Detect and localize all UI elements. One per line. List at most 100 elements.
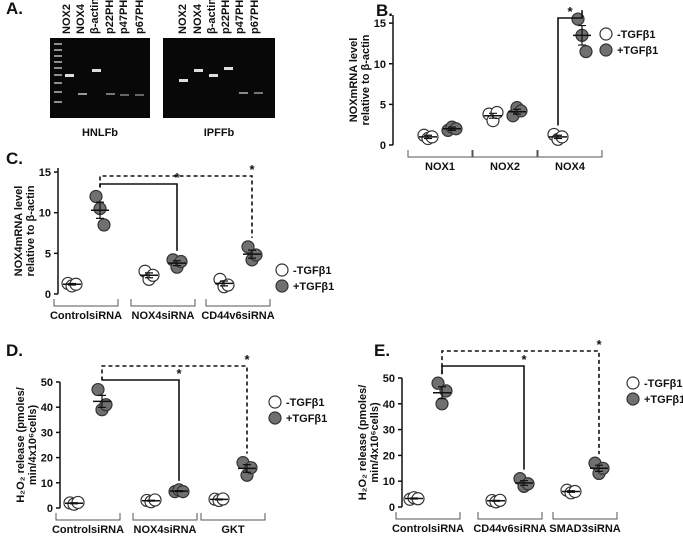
significance-label: * <box>176 366 182 381</box>
category-bracket <box>552 512 618 520</box>
legend-label: -TGFβ1 <box>286 397 325 409</box>
error-bar <box>567 490 575 493</box>
y-axis-label: relative to β-actin <box>360 34 372 125</box>
error-bar <box>438 386 446 400</box>
x-tick-label: SMAD3siRNA <box>549 523 621 535</box>
error-bar <box>520 480 528 486</box>
significance-bracket <box>99 175 253 238</box>
data-point <box>97 218 111 232</box>
y-axis-label: relative to β-actin <box>25 185 37 276</box>
y-tick-label: 15 <box>39 167 51 179</box>
lane-label: NOX4 <box>192 3 204 34</box>
error-bar <box>145 272 153 279</box>
error-bar <box>220 280 228 287</box>
y-tick-label: 30 <box>383 425 395 437</box>
y-tick-label: 0 <box>389 502 395 514</box>
error-bar <box>175 490 183 493</box>
category-bracket <box>132 513 198 521</box>
data-point <box>89 189 103 204</box>
error-bar <box>147 499 155 502</box>
gel-right <box>163 38 275 118</box>
x-tick-label: NOX4siRNA <box>134 524 197 536</box>
x-tick-label: CD44v6siRNA <box>201 310 274 322</box>
group-label: IPFFb <box>204 127 235 139</box>
significance-label: * <box>567 4 573 19</box>
lane-label: p47PHOX <box>234 0 246 34</box>
category-bracket <box>130 299 196 307</box>
error-bar <box>595 464 603 472</box>
x-tick-label: CD44v6siRNA <box>473 523 546 535</box>
category-bracket <box>472 150 538 158</box>
data-point <box>439 384 453 398</box>
x-tick-label: NOX2 <box>490 161 520 173</box>
error-bar <box>410 497 418 500</box>
legend-label: +TGFβ1 <box>644 394 683 406</box>
category-bracket <box>205 299 271 307</box>
category-bracket <box>407 150 473 158</box>
legend-swatch <box>599 43 613 57</box>
y-axis-label: NOXmRNA level <box>348 38 360 123</box>
y-axis-label: min/4x10⁶cells) <box>27 405 39 486</box>
y-tick-label: 40 <box>41 402 53 414</box>
lane-label: p22PHOX <box>220 0 232 34</box>
y-tick-label: 10 <box>39 208 51 220</box>
lane-label: p67PHOX <box>249 0 261 34</box>
significance-label: * <box>174 170 180 185</box>
data-point <box>174 254 188 269</box>
y-axis-label: NOX4mRNA level <box>13 186 25 277</box>
panel-label: E. <box>374 341 390 360</box>
legend-label: +TGFβ1 <box>293 281 334 293</box>
significance-bracket <box>101 379 180 481</box>
gel-bands <box>65 67 263 96</box>
error-bar <box>578 24 586 46</box>
category-bracket <box>53 299 119 307</box>
group-label: HNLFb <box>82 127 118 139</box>
legend-swatch <box>626 392 640 406</box>
significance-label: * <box>249 162 255 177</box>
data-point <box>431 376 445 390</box>
y-axis-label: H₂O₂ release (pmoles/ <box>357 385 369 501</box>
x-tick-label: GKT <box>221 524 245 536</box>
legend-label: -TGFβ1 <box>617 29 656 41</box>
error-bar <box>243 464 251 473</box>
lane-label: p47PHOX <box>118 0 130 34</box>
y-tick-label: 0 <box>47 503 53 515</box>
error-bar <box>173 260 181 267</box>
y-tick-label: 10 <box>374 59 386 71</box>
y-tick-label: 5 <box>45 248 51 260</box>
legend-swatch <box>275 279 289 293</box>
y-tick-label: 15 <box>374 18 386 30</box>
legend-label: +TGFβ1 <box>286 413 327 425</box>
y-tick-label: 30 <box>41 427 53 439</box>
lane-label: NOX4 <box>75 3 87 34</box>
significance-label: * <box>596 337 602 352</box>
lane-label: NOX2 <box>61 4 73 34</box>
legend-swatch <box>268 395 282 409</box>
error-bar <box>513 108 521 115</box>
x-tick-label: ControlsiRNA <box>392 523 464 535</box>
data-point <box>435 397 449 411</box>
x-tick-label: ControlsiRNA <box>52 524 124 536</box>
y-tick-label: 10 <box>41 478 53 490</box>
data-point <box>221 278 235 292</box>
lane-label: p22PHOX <box>104 0 116 34</box>
error-bar <box>70 502 78 505</box>
legend-label: -TGFβ1 <box>644 378 683 390</box>
gel-left <box>50 38 150 118</box>
y-tick-label: 5 <box>380 99 386 111</box>
lane-label: β-actin <box>206 0 218 34</box>
significance-bracket <box>441 350 600 455</box>
error-bar <box>554 134 562 140</box>
error-bar <box>215 498 223 501</box>
category-bracket <box>395 512 461 520</box>
error-bar <box>98 394 106 409</box>
significance-bracket <box>557 10 583 126</box>
y-tick-label: 20 <box>41 453 53 465</box>
error-bar <box>492 499 500 502</box>
error-bar <box>424 134 432 140</box>
category-bracket <box>537 150 603 158</box>
legend-label: -TGFβ1 <box>293 265 332 277</box>
lane-label: β-actin <box>89 0 101 34</box>
x-tick-label: ControlsiRNA <box>50 310 122 322</box>
significance-bracket <box>441 365 525 470</box>
